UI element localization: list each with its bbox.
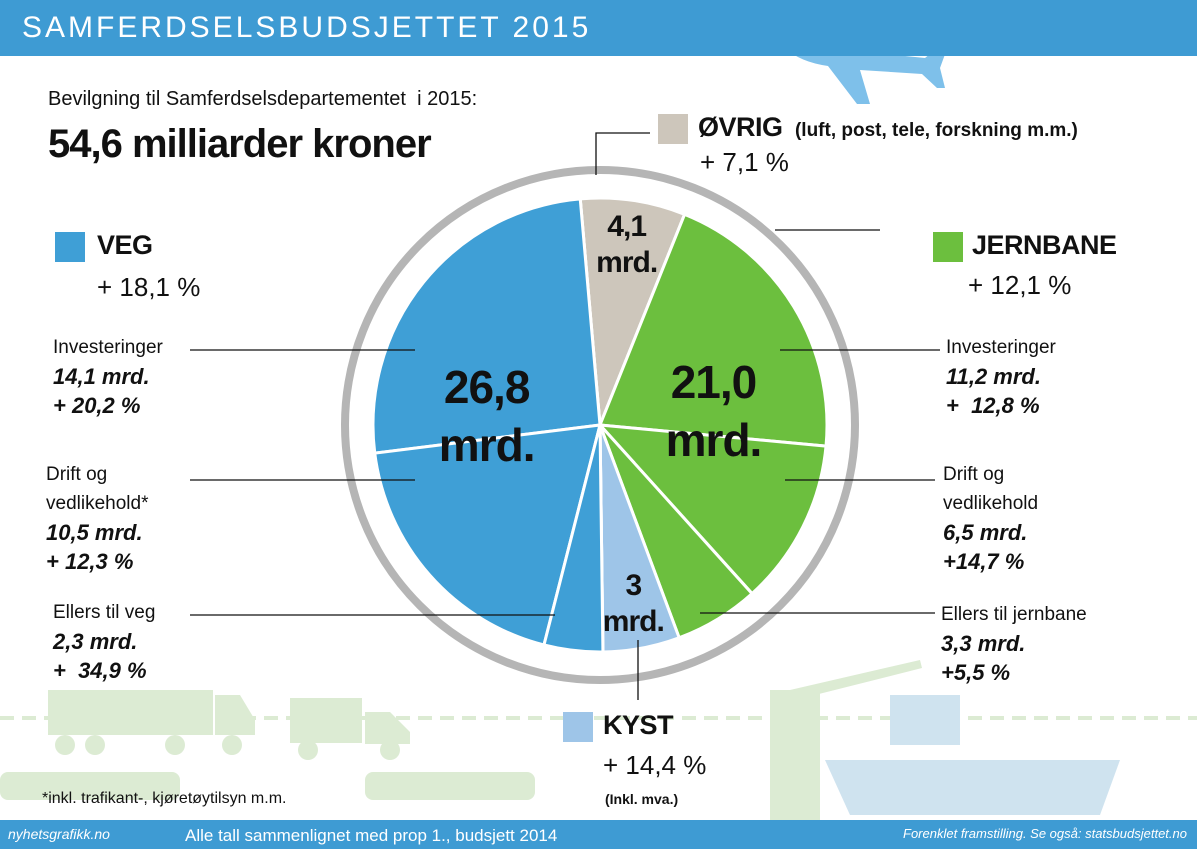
footer-center: Alle tall sammenlignet med prop 1., buds… <box>185 826 558 845</box>
footer-bar: nyhetsgrafikk.no Alle tall sammenlignet … <box>0 820 1197 849</box>
part-value: 11,2 mrd. <box>946 364 1041 389</box>
part: Drift og vedlikehold 6,5 mrd. +14,7 % <box>943 460 1063 576</box>
part: Ellers til veg 2,3 mrd. + 34,9 % <box>53 598 203 685</box>
part-name: Drift og vedlikehold* <box>46 464 149 514</box>
part-value: 2,3 mrd. <box>53 629 138 654</box>
part: Drift og vedlikehold* 10,5 mrd. + 12,3 % <box>46 460 176 576</box>
intro: Bevilgning til Samferdselsdepartementet … <box>48 88 478 110</box>
total: 54,6 milliarder kroner <box>48 122 432 166</box>
part-value: 6,5 mrd. <box>943 520 1028 545</box>
decor <box>0 660 1197 820</box>
part-change: + 12,8 % <box>946 393 1040 418</box>
legend-swatch <box>563 712 593 742</box>
segment-name: KYST <box>603 710 674 740</box>
footer-right: Forenklet framstilling. Se også: statsbu… <box>903 826 1187 841</box>
part-name: Drift og vedlikehold <box>943 464 1039 514</box>
part: Ellers til jernbane 3,3 mrd. +5,5 % <box>941 600 1141 687</box>
segment-name: VEG <box>97 230 153 260</box>
segment-change: + 18,1 % <box>97 272 201 302</box>
data-label: 21,0 mrd. <box>665 356 763 467</box>
part-name: Investeringer <box>946 337 1056 358</box>
pie-sub-slice <box>542 424 605 654</box>
leader-lines <box>190 132 940 700</box>
header-bar: SAMFERDSELSBUDSJETTET 2015 <box>0 0 1197 56</box>
segment-note: (Inkl. mva.) <box>605 791 679 807</box>
part-name: Ellers til jernbane <box>941 604 1087 625</box>
ship <box>825 760 1120 815</box>
part-change: + 34,9 % <box>53 658 147 683</box>
part-name: Investeringer <box>53 337 163 358</box>
footnote: *inkl. trafikant-, kjøretøytilsyn m.m. <box>42 790 287 807</box>
part-change: +5,5 % <box>941 660 1011 685</box>
part-value: 3,3 mrd. <box>941 631 1026 656</box>
segment-note: (luft, post, tele, forskning m.m.) <box>794 120 1078 141</box>
part-change: + 20,2 % <box>53 393 141 418</box>
pie <box>371 196 829 654</box>
segment-change: + 14,4 % <box>603 750 707 780</box>
part: Investeringer 11,2 mrd. + 12,8 % <box>946 333 1096 420</box>
data-label: 26,8 mrd. <box>438 360 536 471</box>
legend-swatch <box>55 232 85 262</box>
part-value: 10,5 mrd. <box>46 520 143 545</box>
legend-swatch <box>658 114 688 144</box>
part: Investeringer 14,1 mrd. + 20,2 % <box>53 333 203 420</box>
part-name: Ellers til veg <box>53 602 156 623</box>
pie-sub-slice <box>596 423 828 596</box>
segment-change: + 12,1 % <box>968 270 1072 300</box>
data-label: 3 mrd. <box>602 568 665 638</box>
segment-name: JERNBANE <box>972 230 1117 260</box>
legend-swatch <box>933 232 963 262</box>
data-label: 4,1 mrd. <box>596 210 658 280</box>
segment-change: + 7,1 % <box>700 147 789 177</box>
part-value: 14,1 mrd. <box>53 364 150 389</box>
segment-name: ØVRIG <box>698 112 783 142</box>
pie-sub-slice <box>597 212 829 448</box>
footer-left: nyhetsgrafikk.no <box>8 826 110 842</box>
legend-item: ØVRIG (luft, post, tele, forskning m.m.) <box>698 112 1078 143</box>
title: SAMFERDSELSBUDSJETTET 2015 <box>22 11 592 44</box>
outer-ring <box>341 166 859 684</box>
part-change: +14,7 % <box>943 549 1025 574</box>
pie-sub-slice <box>371 197 602 455</box>
part-change: + 12,3 % <box>46 549 134 574</box>
airplane <box>785 18 948 104</box>
pie-sub-slice <box>373 423 602 647</box>
pie-slice <box>578 196 687 426</box>
